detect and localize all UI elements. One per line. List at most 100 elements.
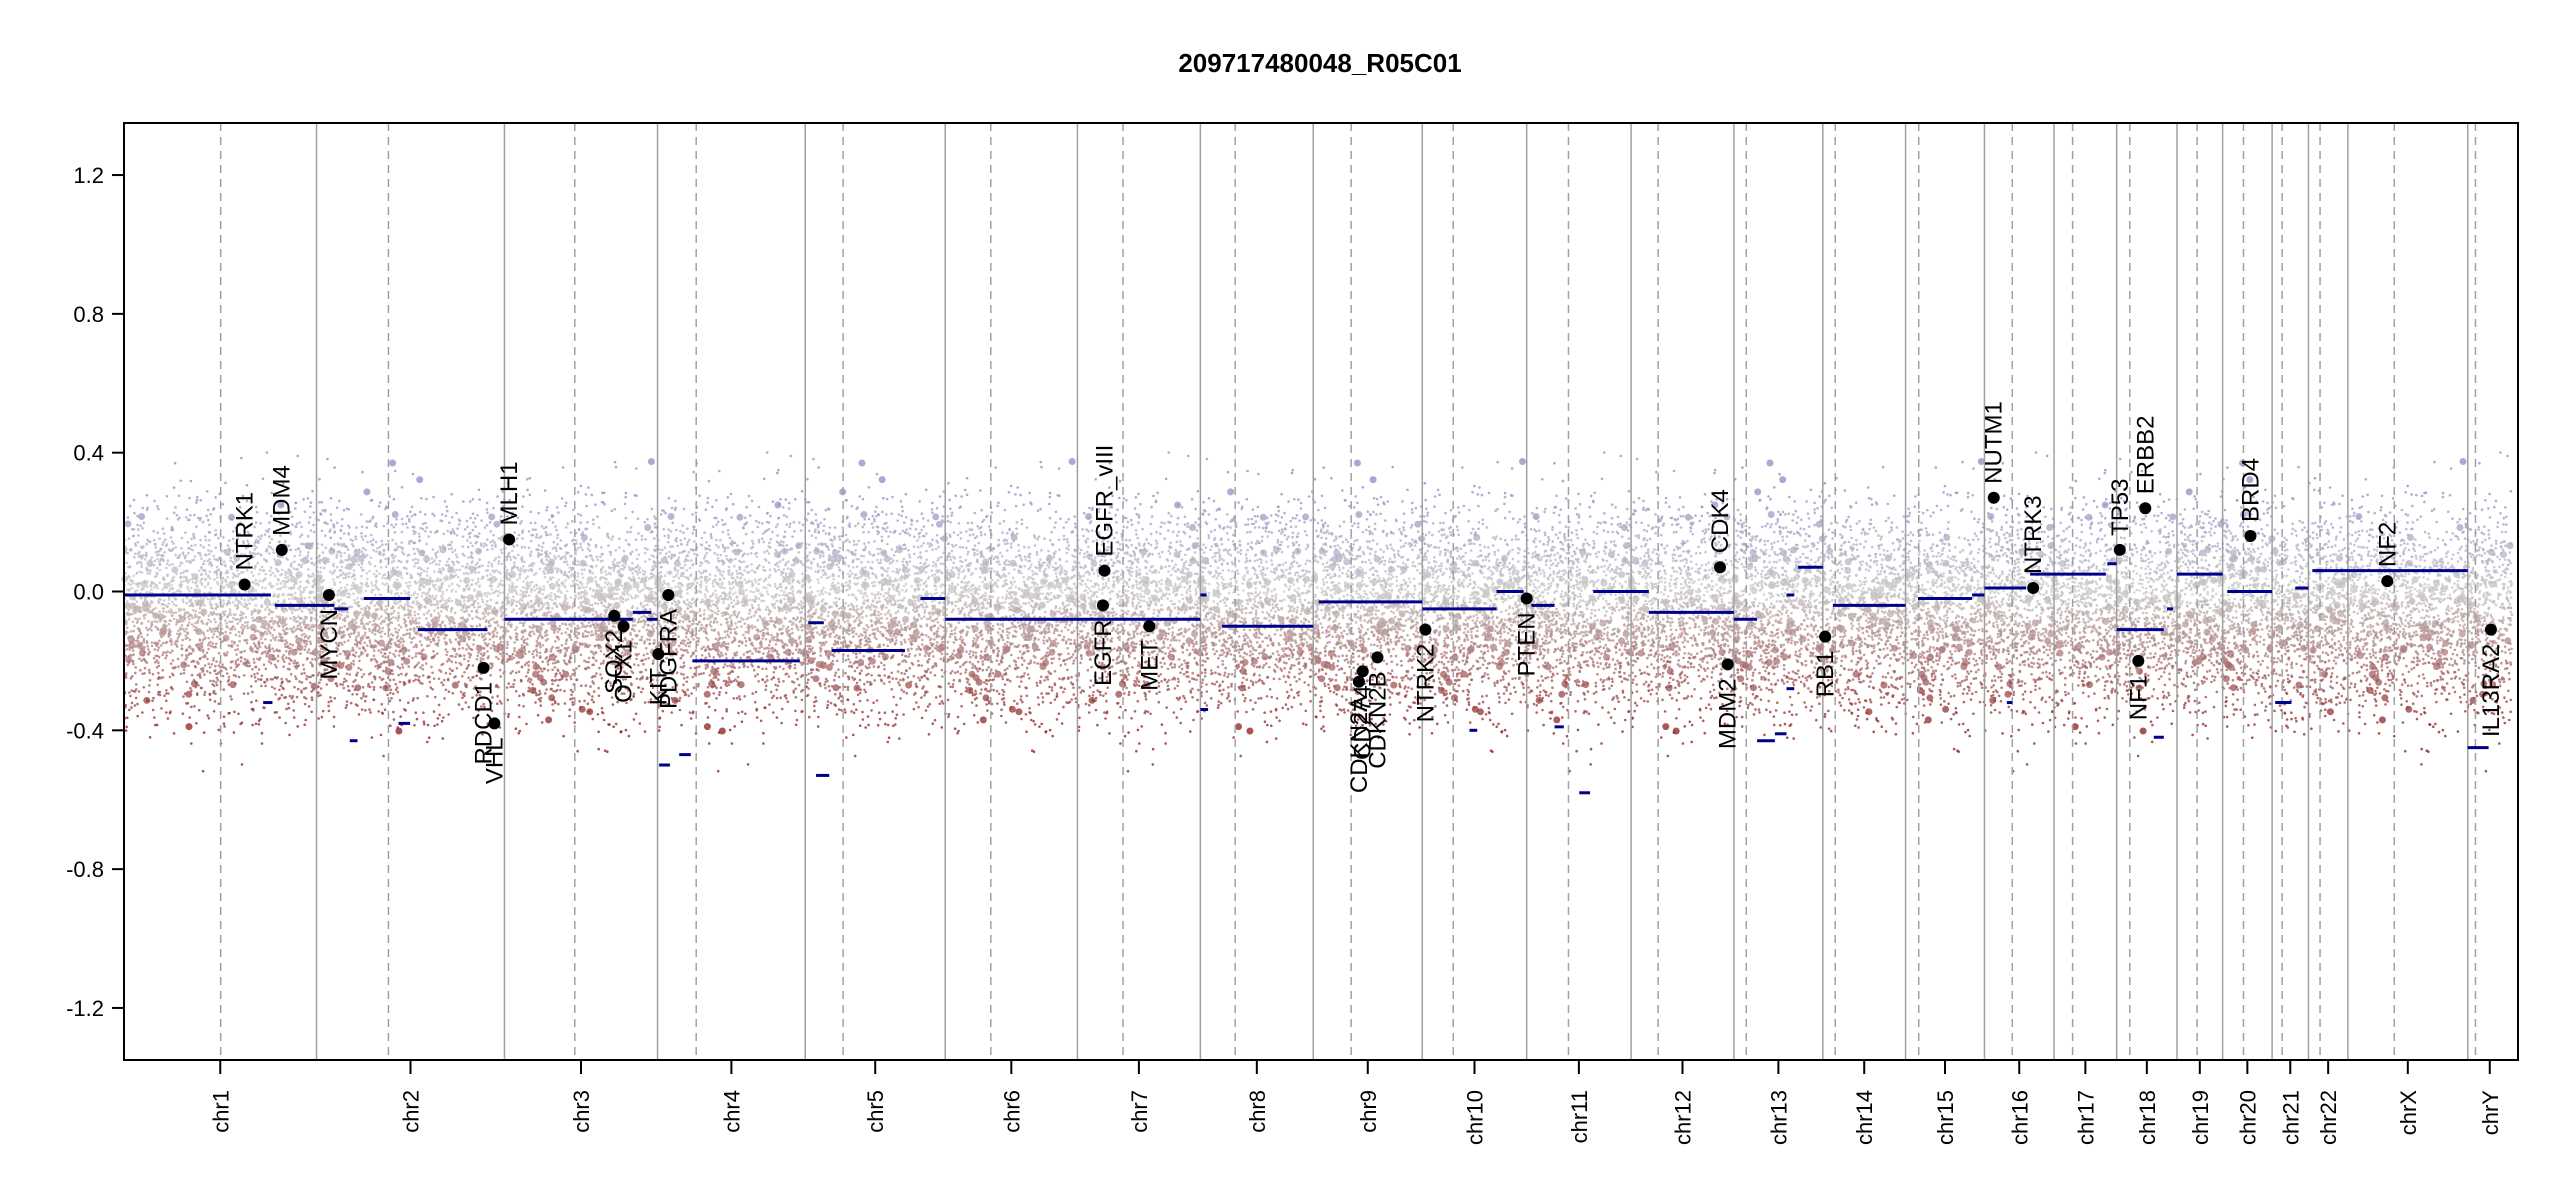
probe-point — [382, 669, 385, 673]
probe-point — [164, 651, 167, 655]
probe-point — [131, 620, 135, 624]
probe-point — [135, 683, 138, 686]
probe-point — [245, 663, 248, 666]
probe-point — [491, 547, 494, 551]
probe-point — [209, 561, 212, 564]
probe-point — [272, 551, 276, 554]
probe-point — [176, 518, 180, 521]
probe-point — [133, 589, 137, 593]
probe-point — [378, 545, 382, 549]
probe-point — [188, 518, 191, 521]
probe-point — [281, 680, 284, 683]
probe-point — [169, 662, 173, 665]
probe-point — [254, 589, 258, 592]
probe-point — [186, 541, 190, 544]
probe-point — [140, 659, 143, 662]
probe-point — [202, 731, 206, 734]
probe-point — [257, 541, 260, 544]
probe-point — [421, 668, 425, 671]
probe-point — [247, 561, 251, 564]
probe-point — [347, 639, 350, 642]
probe-point — [431, 579, 434, 583]
probe-point — [388, 678, 392, 682]
probe-point — [212, 679, 215, 683]
probe-point — [148, 684, 151, 687]
probe-point — [170, 643, 173, 646]
probe-point — [360, 651, 363, 654]
probe-point — [358, 625, 361, 629]
probe-point — [214, 529, 218, 532]
probe-point — [451, 681, 459, 689]
probe-point — [202, 655, 205, 659]
probe-point — [298, 563, 301, 567]
probe-point — [653, 591, 657, 594]
probe-point — [441, 513, 444, 516]
probe-point — [143, 658, 146, 661]
probe-point — [450, 492, 454, 496]
probe-point — [182, 671, 186, 675]
probe-point — [364, 548, 367, 552]
probe-point — [151, 672, 155, 676]
probe-point — [225, 583, 229, 586]
probe-point — [155, 574, 158, 578]
probe-point — [419, 666, 422, 669]
probe-point — [468, 655, 472, 659]
probe-point — [329, 536, 333, 540]
probe-point — [473, 605, 476, 609]
probe-point — [358, 647, 362, 650]
probe-point — [347, 575, 351, 579]
probe-point — [484, 637, 487, 640]
probe-point — [401, 647, 404, 650]
probe-point — [213, 578, 216, 581]
probe-point — [254, 604, 258, 607]
probe-point — [257, 611, 261, 615]
probe-point — [171, 586, 175, 590]
probe-point — [303, 588, 306, 592]
probe-point — [474, 563, 478, 567]
probe-point — [445, 653, 449, 657]
probe-point — [350, 605, 354, 609]
probe-point — [138, 629, 141, 632]
probe-point — [384, 616, 388, 620]
probe-point — [433, 724, 436, 728]
probe-point — [365, 582, 369, 586]
probe-point — [543, 489, 547, 492]
probe-point — [253, 548, 256, 551]
probe-point — [156, 587, 159, 590]
probe-point — [215, 576, 219, 579]
probe-point — [222, 602, 226, 606]
probe-point — [330, 699, 333, 703]
probe-point — [282, 607, 286, 610]
probe-point — [236, 644, 239, 647]
probe-point — [259, 522, 262, 525]
probe-point — [419, 603, 423, 607]
probe-point — [225, 569, 229, 573]
probe-point — [500, 551, 504, 555]
probe-point — [152, 657, 156, 660]
probe-point — [406, 526, 409, 529]
probe-point — [389, 459, 397, 467]
probe-point — [365, 572, 369, 575]
probe-point — [239, 651, 242, 654]
probe-point — [521, 537, 524, 540]
probe-point — [203, 596, 206, 599]
probe-point — [308, 516, 312, 519]
probe-point — [486, 599, 489, 603]
probe-point — [262, 569, 266, 572]
probe-point — [268, 541, 272, 545]
probe-point — [406, 628, 409, 632]
probe-point — [427, 736, 431, 739]
probe-point — [298, 535, 302, 538]
probe-point — [412, 645, 416, 649]
probe-point — [405, 560, 409, 564]
probe-point — [161, 653, 164, 657]
probe-point — [396, 601, 400, 605]
probe-point — [444, 514, 448, 518]
probe-point — [477, 488, 481, 492]
probe-point — [407, 655, 411, 658]
probe-point — [145, 567, 149, 570]
probe-point — [611, 535, 615, 538]
probe-point — [242, 674, 246, 677]
probe-point — [374, 665, 377, 668]
probe-point — [272, 654, 275, 658]
